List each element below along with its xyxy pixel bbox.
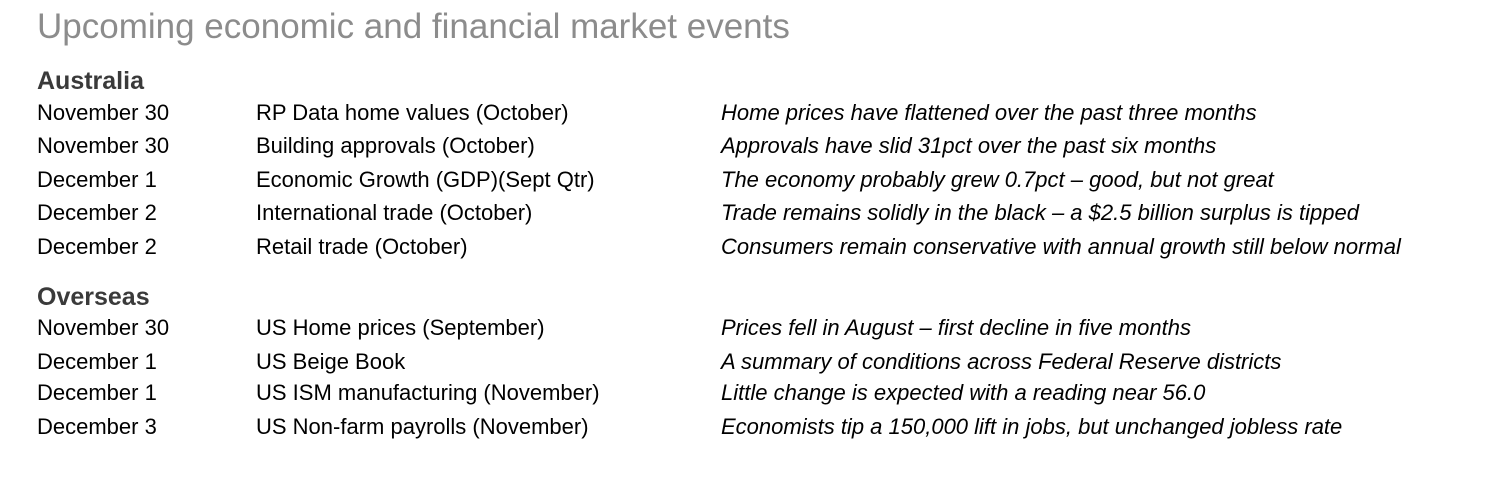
event-name: US Non-farm payrolls (November) [256, 414, 589, 439]
event-date: December 2 [37, 200, 157, 225]
event-date: December 1 [37, 349, 157, 374]
event-comment: Economists tip a 150,000 lift in jobs, b… [721, 414, 1343, 439]
event-name: Retail trade (October) [256, 234, 468, 259]
page-title: Upcoming economic and financial market e… [37, 7, 790, 46]
event-name: International trade (October) [256, 200, 533, 225]
event-name: RP Data home values (October) [256, 100, 569, 125]
event-date: December 2 [37, 234, 157, 259]
event-date: December 1 [37, 380, 157, 405]
event-comment: Little change is expected with a reading… [721, 380, 1206, 405]
section-heading: Overseas [37, 283, 150, 311]
event-comment: The economy probably grew 0.7pct – good,… [721, 167, 1274, 192]
event-date: November 30 [37, 315, 170, 340]
event-name: US Home prices (September) [256, 315, 545, 340]
event-comment: Home prices have flattened over the past… [721, 100, 1257, 125]
section-heading: Australia [37, 67, 144, 95]
event-comment: A summary of conditions across Federal R… [721, 349, 1282, 374]
event-comment: Consumers remain conservative with annua… [721, 234, 1401, 259]
event-comment: Prices fell in August – first decline in… [721, 315, 1191, 340]
event-comment: Approvals have slid 31pct over the past … [721, 133, 1217, 158]
event-date: December 1 [37, 167, 157, 192]
event-date: December 3 [37, 414, 157, 439]
event-name: US Beige Book [256, 349, 406, 374]
event-date: November 30 [37, 133, 170, 158]
event-name: Economic Growth (GDP)(Sept Qtr) [256, 167, 595, 192]
event-name: Building approvals (October) [256, 133, 535, 158]
event-comment: Trade remains solidly in the black – a $… [721, 200, 1359, 225]
event-date: November 30 [37, 100, 170, 125]
event-name: US ISM manufacturing (November) [256, 380, 600, 405]
